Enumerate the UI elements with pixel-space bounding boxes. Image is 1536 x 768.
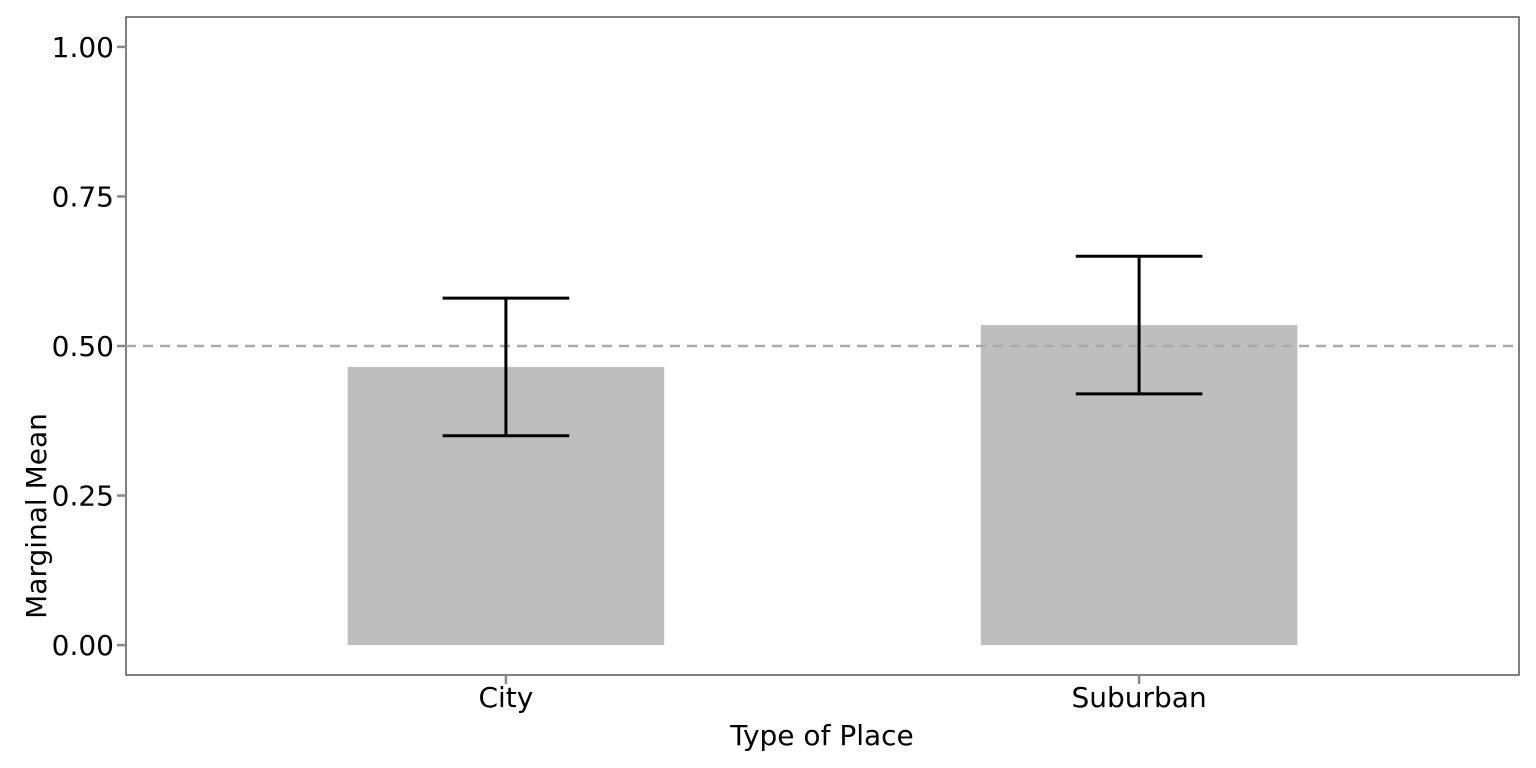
errorbars-layer — [442, 254, 1203, 438]
y-axis-title: Marginal Mean — [20, 413, 53, 619]
y-tick-label: 0.50 — [52, 330, 114, 363]
x-axis: City Suburban — [478, 675, 1207, 714]
y-tick-label: 1.00 — [52, 31, 114, 64]
x-tick-label: Suburban — [1071, 681, 1206, 714]
x-tick-label: City — [478, 681, 533, 714]
x-axis-title: Type of Place — [729, 719, 914, 752]
y-tick-label: 0.75 — [52, 180, 114, 213]
y-axis: 0.00 0.25 0.50 0.75 1.00 — [52, 31, 126, 662]
y-tick-label: 0.00 — [52, 629, 114, 662]
y-tick-label: 0.25 — [52, 480, 114, 513]
